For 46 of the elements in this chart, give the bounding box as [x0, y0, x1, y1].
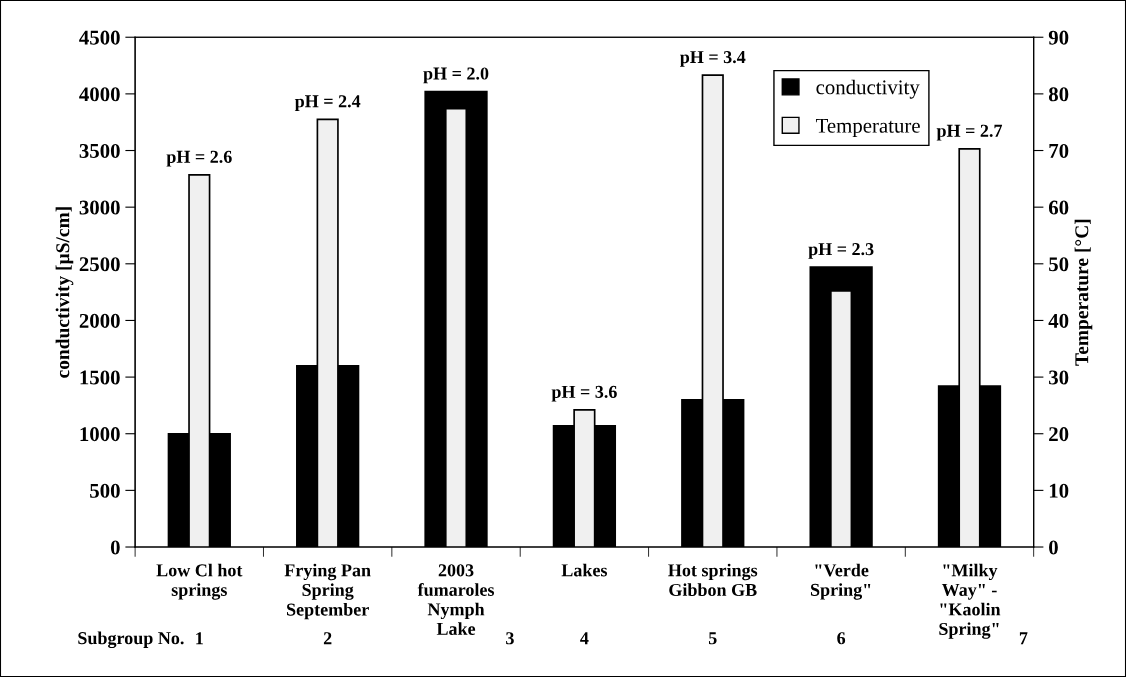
y-tick-label: 2000: [79, 313, 120, 328]
text: 1: [196, 632, 203, 645]
y-tick-label: 0: [110, 540, 120, 555]
y-tick-label: 1500: [80, 370, 120, 385]
x-tick-label: Hot springs Gibbon GB: [668, 563, 758, 597]
x-tick-label: Low Cl hot springs: [156, 563, 243, 600]
y2-tick-label: 0: [1049, 540, 1058, 555]
y-tick-label: 500: [90, 483, 120, 498]
annotation: pH = 2.4: [294, 95, 361, 112]
annotation: pH = 3.4: [680, 51, 746, 67]
y2-tick-label: 80: [1048, 87, 1069, 102]
x-tick-label: "Verde Spring": [810, 563, 871, 600]
y-tick-label: 4500: [79, 30, 120, 45]
y2-tick-label: 60: [1048, 200, 1069, 215]
y2-tick-label: 20: [1049, 427, 1069, 442]
text: 5: [708, 632, 717, 645]
y-axis-title: conductivity [µS/cm]: [55, 207, 74, 378]
text: 7: [1019, 632, 1028, 645]
x-tick-label: 2003 fumaroles Nymph Lake: [417, 564, 495, 635]
y2-tick-label: 90: [1048, 30, 1069, 45]
y-tick-label: 4000: [79, 87, 120, 102]
y2-tick-label: 40: [1048, 313, 1069, 328]
text: 6: [837, 632, 846, 645]
x-tick-label: Lakes: [561, 563, 608, 577]
text: 2: [323, 632, 332, 645]
y2-axis-title: Temperature [°C]: [1074, 219, 1093, 366]
x-tick-label: "Milky Way" - "Kaolin Spring": [939, 563, 1001, 639]
text: Subgroup No.: [78, 631, 184, 649]
y-tick-label: 1000: [80, 427, 120, 442]
annotation: pH = 3.6: [551, 385, 617, 402]
x-tick-label: Frying Pan Spring September: [284, 563, 371, 620]
annotation: pH = 2.3: [808, 243, 874, 259]
y-tick-label: 2500: [79, 257, 120, 272]
legend-label: Temperature: [815, 118, 920, 138]
annotation: pH = 2.6: [166, 150, 232, 167]
y2-tick-label: 30: [1049, 370, 1069, 385]
y-tick-label: 3000: [79, 200, 120, 215]
annotation: pH = 2.0: [423, 67, 489, 84]
y2-tick-label: 10: [1049, 483, 1069, 498]
text: 3: [506, 632, 514, 645]
annotation: pH = 2.7: [936, 124, 1003, 141]
text: 4: [580, 632, 589, 645]
legend-label: conductivity: [816, 79, 920, 99]
y-tick-label: 3500: [79, 143, 120, 158]
y2-tick-label: 50: [1049, 257, 1069, 272]
y2-tick-label: 70: [1049, 143, 1069, 158]
